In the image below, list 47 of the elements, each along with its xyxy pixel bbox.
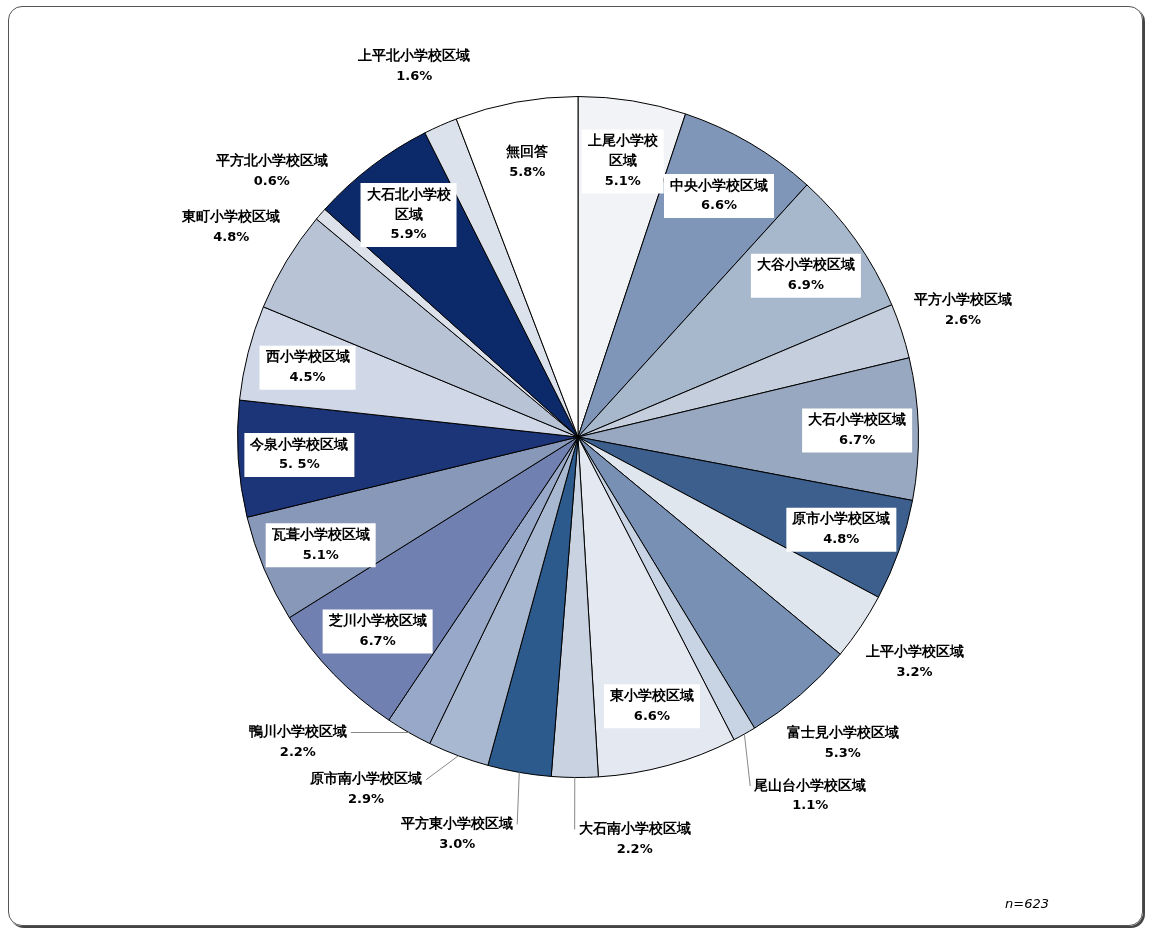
data-label: 6.7% (359, 632, 396, 648)
data-label: 2.9% (348, 791, 385, 807)
data-label: 2.6% (945, 312, 982, 328)
slice-label: 東町小学校区域 (181, 208, 281, 225)
slice-label: 上尾小学校区域 (586, 132, 659, 169)
slice-label: 上平小学校区域 (864, 643, 964, 660)
data-label: 6.7% (839, 431, 876, 447)
data-label: 5. 5% (279, 456, 320, 472)
data-label: 6.6% (633, 707, 670, 723)
slice-label: 大石小学校区域 (808, 411, 907, 428)
data-label: 4.8% (213, 228, 250, 244)
data-label: 5.8% (509, 163, 546, 179)
data-label: 5.9% (390, 226, 427, 242)
text: n=623 (1005, 896, 1049, 912)
slice-label: 平方北小学校区域 (214, 152, 328, 169)
slice-label: 尾山台小学校区域 (753, 776, 867, 793)
slice-label: 大谷小学校区域 (756, 256, 855, 273)
data-label: 5.1% (302, 546, 339, 562)
slice-label: 無回答 (505, 143, 549, 160)
data-label: 6.6% (700, 197, 738, 213)
slice-label: 中央小学校区域 (670, 176, 768, 193)
slice-label: 東小学校区域 (608, 686, 694, 703)
data-label: 1.1% (792, 797, 829, 813)
slice-label: 平方東小学校区域 (400, 815, 514, 832)
slice-label: 上平北小学校区域 (357, 46, 471, 63)
data-label: 1.6% (396, 67, 433, 83)
slice-label: 富士見小学校区域 (786, 724, 899, 741)
data-label: 4.5% (289, 369, 326, 385)
slice-label: 芝川小学校区域 (327, 612, 427, 629)
data-label: 2.2% (279, 743, 316, 759)
data-label: 6.9% (787, 277, 824, 293)
slice-label: 平方小学校区域 (913, 291, 1013, 308)
data-label: 5.3% (824, 745, 861, 761)
slice-label: 今泉小学校区域 (249, 435, 349, 452)
data-label: 4.8% (823, 531, 860, 547)
slice-label: 大石南小学校区域 (578, 820, 691, 837)
data-label: 0.6% (253, 173, 290, 189)
slice-label: 原市小学校区域 (791, 510, 891, 527)
slice-label: 鴨川小学校区域 (248, 723, 347, 740)
slice-label: 西小学校区域 (264, 348, 350, 365)
data-label: 3.2% (896, 664, 933, 680)
data-label: 2.2% (616, 840, 653, 856)
slice-label: 瓦葺小学校区域 (270, 526, 370, 543)
data-label: 3.0% (439, 835, 476, 851)
slice-label: 大石北小学校区域 (366, 185, 452, 222)
slice-label: 原市南小学校区域 (309, 770, 423, 787)
data-label: 5.1% (604, 172, 641, 188)
